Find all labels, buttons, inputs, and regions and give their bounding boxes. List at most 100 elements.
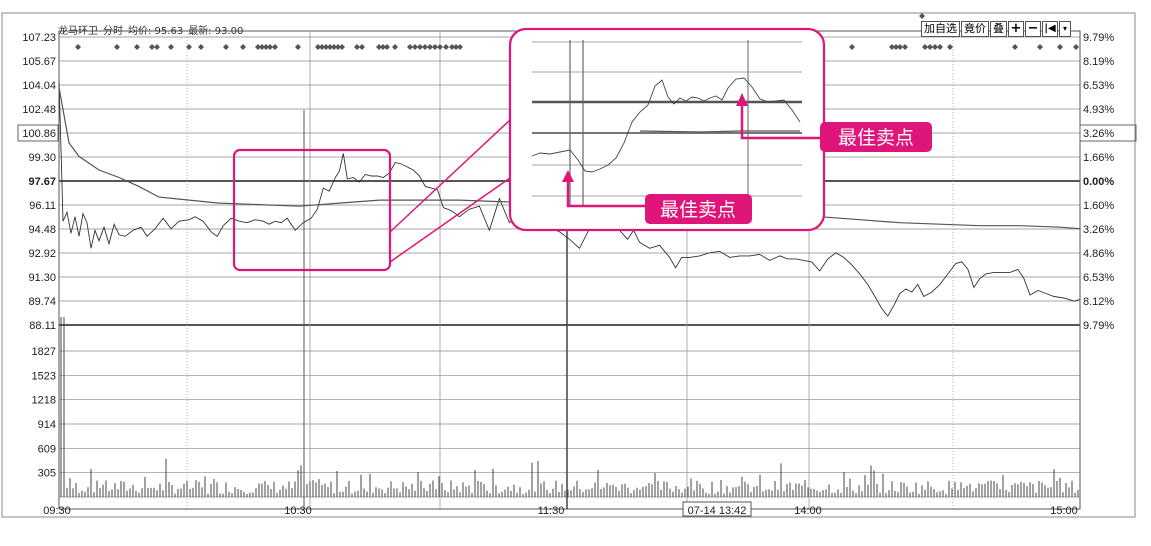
chart-toolbar: 加自选 竟价 叠 + − |◀ ▾ [921,21,1072,37]
time-tick-label: 15:00 [1050,505,1078,517]
chevron-down-icon[interactable]: ▾ [1059,21,1071,37]
pct-tick-label: 3.26% [1083,224,1114,236]
avg-price-label: 均价: 95.63 [128,26,184,37]
price-tick-label: 94.48 [28,224,56,236]
price-tick-label: 102.48 [22,104,56,116]
trade-marker [432,44,438,50]
pct-tick-label: 6.53% [1083,80,1114,92]
trade-marker [412,44,418,50]
trade-marker [339,44,345,50]
trade-marker [380,44,386,50]
time-tick-label: 11:30 [538,505,565,517]
trade-marker [323,44,329,50]
inset-avg-line [639,130,800,133]
trade-marker [449,44,455,50]
overlay-button[interactable]: 叠 [990,21,1007,37]
volume-tick-label: 914 [38,419,56,431]
auction-button[interactable]: 竟价 [961,21,989,37]
price-label-box [17,124,59,142]
average-line [58,87,1081,230]
volume-tick-label: 1523 [32,370,56,382]
price-tick-label: 104.04 [22,80,56,92]
trade-marker [384,44,390,50]
price-tick-label: 100.86 [22,128,56,140]
trade-marker [259,44,265,50]
zoom-in-button[interactable]: + [1008,21,1024,37]
pct-tick-label: 9.79% [1083,320,1114,332]
chart-header: 龙马环卫 分时 均价: 95.63 最新: 93.00 [58,22,248,37]
sell-point-label-box [645,194,752,224]
trade-marker [889,44,895,50]
trade-marker [919,13,925,19]
pct-tick-label: 9.79% [1083,32,1114,44]
pct-tick-label: 1.66% [1083,152,1114,164]
trade-marker [295,44,301,50]
volume-tick-label: 609 [38,443,56,455]
trade-marker [154,44,160,50]
stock-name: 龙马环卫 [58,26,98,37]
trade-marker [149,44,155,50]
trade-marker [359,44,365,50]
outer-frame [1,12,1136,518]
trade-marker [168,44,174,50]
price-tick-label: 96.11 [29,200,56,212]
arrow-head-icon [736,93,748,106]
pct-tick-label: 4.86% [1083,248,1114,260]
trade-marker [354,44,360,50]
trade-marker [1037,44,1043,50]
pct-tick-label: 4.93% [1083,104,1114,116]
time-tick-label: 14:00 [794,505,822,517]
trade-marker [315,44,321,50]
volume-tick-label: 1218 [32,395,56,407]
trade-marker [947,44,953,50]
trade-marker [272,44,278,50]
price-tick-label: 92.92 [28,248,56,260]
trade-marker [902,44,908,50]
trade-marker [223,44,229,50]
callout-line [389,177,511,263]
trade-marker [457,44,463,50]
trade-marker [198,44,204,50]
sell-point-arrow [740,105,822,140]
zoom-out-button[interactable]: − [1025,21,1041,37]
trade-marker [134,44,140,50]
time-cursor-box [682,501,752,517]
trade-marker [327,44,333,50]
arrow-head-icon [562,170,574,182]
pct-tick-label: 8.19% [1083,56,1114,68]
trade-marker [1012,44,1018,50]
volume-tick-label: 1827 [32,346,56,358]
trade-marker [932,44,938,50]
trade-marker [427,44,433,50]
back-to-start-button[interactable]: |◀ [1042,21,1058,37]
add-watchlist-button[interactable]: 加自选 [921,21,960,37]
pct-tick-label: 8.12% [1083,296,1114,308]
trade-marker [437,44,443,50]
time-tick-label: 09:30 [43,505,71,517]
pct-tick-label: 6.53% [1083,272,1114,284]
trade-marker [927,44,933,50]
trade-marker [443,44,449,50]
trade-marker [186,44,192,50]
trade-marker [319,44,325,50]
latest-price-label: 最新: 93.00 [188,26,244,37]
trade-marker [922,44,928,50]
trade-marker [893,44,899,50]
callout-line [389,119,511,233]
trade-marker [897,44,903,50]
trade-marker [263,44,269,50]
price-tick-label: 97.67 [28,176,56,188]
price-tick-label: 99.30 [28,152,56,164]
time-tick-label: 10:30 [284,505,312,517]
sell-point-label-box [820,122,932,152]
trade-marker [417,44,423,50]
sell-point-label: 最佳卖点 [838,127,914,149]
price-tick-label: 105.67 [22,56,56,68]
trade-marker [331,44,337,50]
volume-tick-label: 305 [38,468,56,480]
trade-marker [1057,44,1063,50]
trade-marker [267,44,273,50]
sell-point-arrow [566,180,648,208]
sell-point-label: 最佳卖点 [660,199,736,221]
